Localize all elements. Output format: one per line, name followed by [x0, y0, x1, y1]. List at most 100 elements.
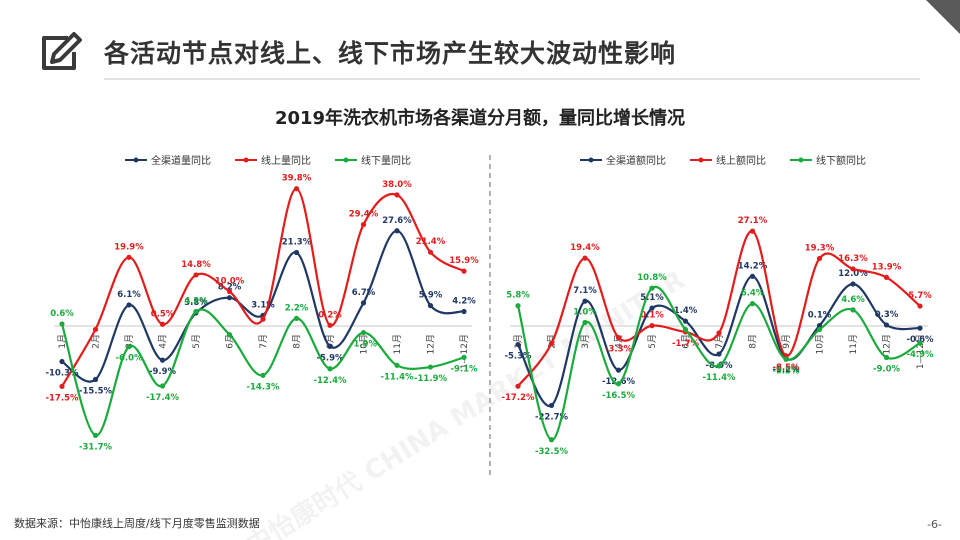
tick-label: 3月 [580, 334, 591, 349]
data-point [850, 281, 856, 287]
data-label: -17.2% [501, 393, 534, 403]
data-label: 8.2% [218, 283, 242, 293]
data-label: -15.5% [79, 386, 112, 396]
legend-label: 线下量同比 [361, 154, 411, 167]
data-point [193, 308, 199, 315]
data-point [515, 303, 521, 309]
data-point [682, 326, 689, 333]
data-point [582, 319, 588, 326]
data-label: -14.3% [246, 382, 279, 392]
data-point [716, 330, 722, 336]
data-label: 5.7% [908, 291, 932, 301]
tick-label: 3月 [124, 334, 135, 349]
data-point [615, 334, 622, 341]
tick-label: 6月 [225, 334, 236, 349]
data-label: 10.0% [215, 277, 245, 287]
data-point [59, 358, 65, 365]
data-label: -0.6% [906, 335, 934, 345]
corner-decoration [926, 0, 960, 34]
data-point [682, 318, 689, 324]
tick-label: 1—12月 [459, 334, 470, 369]
data-point [716, 363, 722, 369]
data-point [816, 323, 823, 329]
data-point [716, 351, 722, 357]
data-point [515, 341, 521, 348]
series-line [517, 275, 921, 407]
data-point [649, 305, 655, 311]
data-label: 14.2% [738, 261, 768, 271]
data-source: 数据来源：中怡康线上周度/线下月度零售监测数据 [14, 517, 260, 530]
series-line [516, 285, 921, 441]
data-point [850, 307, 856, 313]
data-point [749, 301, 756, 307]
page-number: -6- [927, 518, 942, 531]
series-line [60, 308, 465, 437]
data-point [260, 372, 266, 378]
tick-label: 11月 [392, 334, 403, 354]
data-point [92, 432, 99, 438]
edit-icon [42, 32, 82, 70]
data-label: 0.1% [808, 311, 832, 321]
data-label: -22.7% [535, 412, 568, 422]
data-point [226, 288, 233, 295]
data-point [649, 323, 655, 329]
data-label: 1.4% [674, 306, 698, 316]
legend-marker [698, 157, 704, 163]
data-label: 5.1% [640, 293, 664, 303]
data-label: -31.7% [79, 442, 112, 452]
legend-marker [588, 157, 594, 163]
data-label: 21.3% [282, 238, 312, 248]
data-label: 4.2% [452, 297, 476, 307]
data-label: 27.6% [382, 216, 412, 226]
data-point [749, 228, 756, 234]
data-point [883, 322, 890, 328]
data-point [783, 356, 789, 362]
data-point [461, 354, 467, 360]
legend-label: 线上额同比 [716, 154, 766, 167]
tick-label: 12月 [882, 334, 893, 354]
data-point [816, 255, 823, 262]
tick-label: 6月 [681, 334, 692, 349]
data-point [394, 228, 400, 234]
data-point [883, 354, 890, 361]
data-point [427, 303, 434, 309]
tick-label: 9月 [325, 334, 336, 349]
tick-label: 10月 [815, 334, 826, 354]
data-label: -9.5% [772, 366, 800, 376]
data-point [582, 255, 588, 261]
data-label: -5.3% [504, 352, 532, 362]
data-label: 19.3% [805, 243, 835, 253]
data-point [126, 344, 132, 350]
data-point [59, 383, 65, 389]
tick-label: 9月 [781, 334, 792, 349]
legend-label: 线下额同比 [816, 154, 866, 167]
data-point [461, 268, 467, 274]
data-point [92, 376, 99, 383]
data-label: -9.9% [149, 367, 177, 377]
data-label: 16.3% [838, 254, 868, 264]
tick-label: 11月 [848, 334, 859, 354]
data-point [917, 325, 923, 331]
page-title: 各活动节点对线上、线下市场产生较大波动性影响 [104, 39, 677, 68]
data-label: 0.3% [875, 310, 899, 320]
data-point [126, 302, 132, 308]
data-label: 6.7% [352, 288, 376, 298]
data-point [327, 322, 333, 328]
data-label: -11.9% [414, 374, 447, 384]
data-label: -17.5% [45, 393, 78, 403]
data-point [159, 383, 166, 389]
data-point [883, 274, 890, 280]
tick-label: 1月 [513, 334, 524, 349]
tick-label: 4月 [158, 334, 169, 349]
data-label: -3.3% [605, 345, 633, 355]
data-label: 38.0% [382, 180, 412, 190]
data-point [394, 362, 400, 368]
data-point [917, 303, 923, 309]
data-label: 12.0% [838, 269, 868, 279]
tick-label: 7月 [258, 334, 269, 349]
data-point [226, 295, 233, 301]
data-label: 7.1% [573, 286, 597, 296]
data-label: 0.1% [640, 311, 664, 321]
data-label: 6.1% [117, 290, 141, 300]
data-label: 3.1% [251, 300, 275, 310]
